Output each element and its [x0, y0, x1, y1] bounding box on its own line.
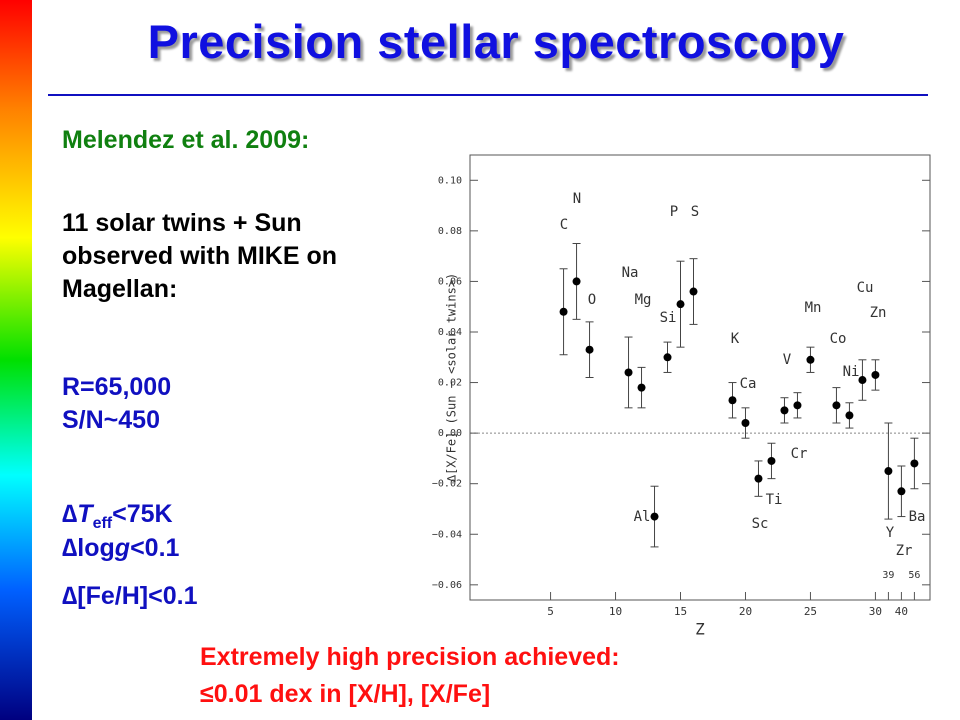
reference: Melendez et al. 2009: — [62, 126, 310, 154]
element-label: Cr — [791, 446, 808, 462]
conclusion: ≤0.01 dex in [X/H], [X/Fe] — [200, 680, 491, 708]
data-point — [871, 370, 880, 379]
plot-frame — [469, 154, 931, 601]
element-label: K — [731, 331, 740, 347]
y-axis-label: ∆[X/Fe] (Sun − <solar twins>) — [445, 273, 459, 484]
data-point — [741, 419, 750, 428]
element-label: Sc — [752, 516, 769, 532]
data-point — [845, 411, 854, 420]
y-tick-label: 0.02 — [438, 378, 462, 389]
text: T — [77, 500, 93, 528]
data-point — [663, 353, 672, 362]
text: <75K — [112, 500, 173, 528]
element-label: Co — [830, 331, 847, 347]
element-label: C — [560, 217, 568, 233]
x-tick-label: 30 — [869, 605, 882, 618]
x-tick-label: 5 — [547, 605, 554, 618]
text: eff — [92, 515, 113, 532]
data-point — [585, 345, 594, 354]
data-point — [806, 355, 815, 364]
y-tick-label: −0.04 — [432, 529, 462, 540]
text: ∆ — [62, 500, 78, 528]
constraint: ∆[Fe/H]<0.1 — [62, 582, 197, 611]
x-tick-label: 10 — [609, 605, 622, 618]
x-tick-label: 20 — [739, 605, 752, 618]
element-label: O — [588, 292, 596, 308]
element-label: Zr — [896, 543, 913, 559]
x-tick-label: 15 — [674, 605, 687, 618]
data-point — [832, 401, 841, 410]
x-tick-label: 40 — [895, 605, 908, 618]
data-point — [754, 474, 763, 483]
sample-line: Magellan: — [62, 275, 178, 303]
color-bar — [0, 0, 32, 720]
element-label: Na — [622, 265, 639, 281]
data-point — [689, 287, 698, 296]
spec-line: S/N~450 — [62, 406, 160, 434]
element-label: S — [691, 204, 699, 220]
element-label: Ba — [909, 509, 926, 525]
data-point — [637, 383, 646, 392]
text: <0.1 — [130, 534, 180, 562]
data-point — [793, 401, 802, 410]
x-axis-label: Z — [695, 620, 705, 639]
sample-line: observed with MIKE on — [62, 242, 338, 270]
data-point — [650, 512, 659, 521]
data-point — [780, 406, 789, 415]
data-point — [624, 368, 633, 377]
element-label: Mg — [635, 292, 652, 308]
element-label: Mn — [805, 300, 822, 316]
spec-line: R=65,000 — [62, 373, 172, 401]
data-point — [910, 459, 919, 468]
data-point — [572, 277, 581, 286]
conclusion: Extremely high precision achieved: — [200, 643, 620, 671]
constraint: ∆logg<0.1 — [62, 534, 179, 563]
element-label: Cu — [857, 280, 874, 296]
data-point — [559, 307, 568, 316]
element-label: Ti — [766, 492, 783, 508]
x-tick-label: 56 — [908, 570, 920, 581]
text: ∆log — [62, 534, 115, 562]
element-label: N — [573, 191, 581, 207]
data-point — [676, 300, 685, 309]
sample-line: 11 solar twins + Sun — [62, 209, 302, 237]
data-point — [884, 467, 893, 476]
title-rule — [48, 94, 928, 96]
x-tick-label: 25 — [804, 605, 817, 618]
text: g — [114, 534, 131, 562]
slide-title: Precision stellar spectroscopy — [147, 15, 845, 68]
element-label: Ca — [740, 376, 757, 392]
element-label: Y — [886, 525, 895, 541]
text: ∆[Fe/H]<0.1 — [62, 582, 198, 610]
element-label: Si — [660, 310, 677, 326]
y-tick-label: −0.02 — [432, 479, 462, 490]
element-label: P — [670, 204, 678, 220]
data-point — [897, 487, 906, 496]
y-tick-label: 0.04 — [438, 327, 462, 338]
data-point — [728, 396, 737, 405]
y-tick-label: 0.00 — [438, 428, 462, 439]
data-point — [858, 376, 867, 385]
y-tick-label: 0.10 — [438, 175, 462, 186]
y-tick-label: 0.08 — [438, 226, 462, 237]
element-label: V — [783, 352, 792, 368]
element-label: Al — [634, 509, 651, 525]
y-tick-label: −0.06 — [432, 580, 462, 591]
data-point — [767, 456, 776, 465]
y-tick-label: 0.06 — [438, 276, 462, 287]
constraint: ∆Teff<75K — [62, 500, 173, 533]
x-tick-label: 39 — [882, 570, 894, 581]
element-label: Zn — [870, 305, 887, 321]
element-label: Ni — [843, 364, 860, 380]
